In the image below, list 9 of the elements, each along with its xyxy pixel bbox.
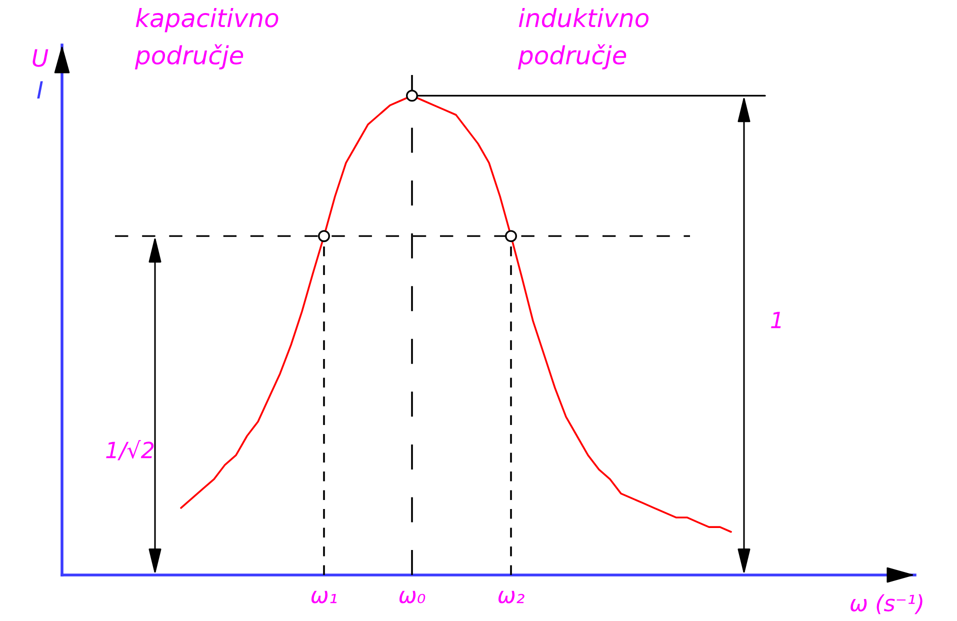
x-tick-label: ω₀ [399,590,426,604]
text: induktivno područje [518,8,649,70]
text: ω (s⁻¹) [850,594,922,614]
x-tick-label: ω₁ [311,590,337,604]
text: 1 [771,312,781,328]
x-tick-label: ω₂ [498,590,524,604]
text: 1/√2 [106,440,154,460]
text: kapacitivno područje [134,8,278,70]
text: U I [32,49,48,99]
